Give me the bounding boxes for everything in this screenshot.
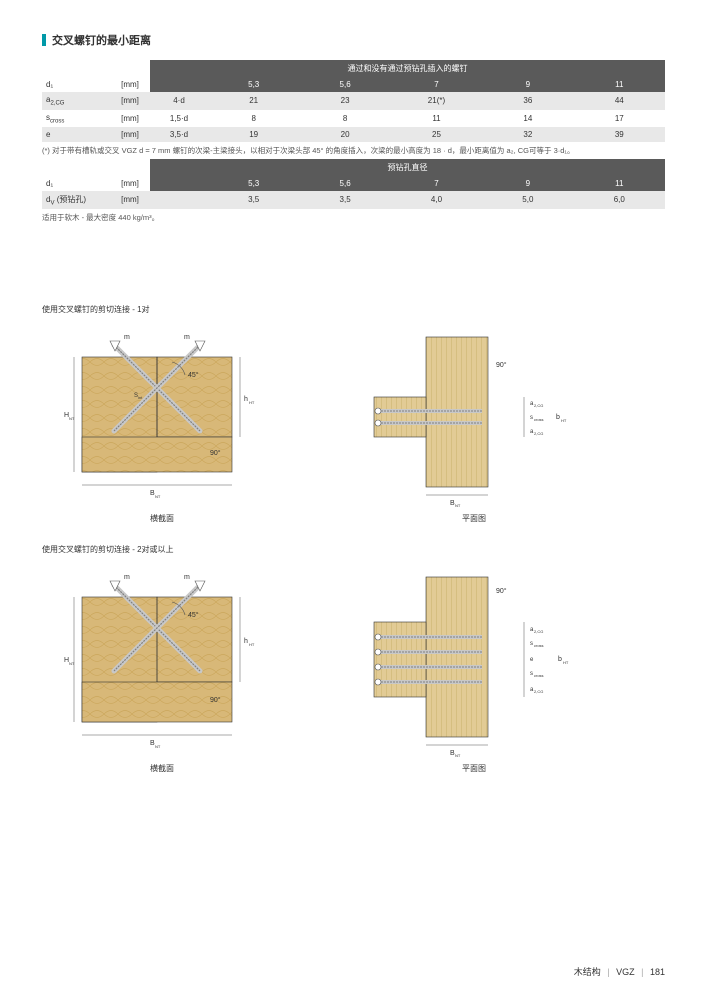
svg-text:2,CG: 2,CG — [534, 629, 543, 634]
svg-text:NT: NT — [69, 661, 75, 666]
svg-text:90°: 90° — [210, 449, 221, 457]
svg-text:45°: 45° — [188, 611, 199, 619]
svg-text:HT: HT — [561, 418, 567, 423]
table2-note: 适用于软木 - 最大密度 440 kg/m³。 — [42, 213, 665, 224]
svg-text:2,CG: 2,CG — [534, 431, 543, 436]
diagram-cross-1: 45° 90° Sint m m HNT hHT BNT 横截面 — [42, 327, 282, 524]
title-text: 交叉螺钉的最小距离 — [52, 32, 151, 48]
table-row: dV (预钻孔) [mm] 3,5 3,5 4,0 5,0 6,0 — [42, 191, 665, 210]
svg-text:2,CG: 2,CG — [534, 403, 543, 408]
svg-text:e: e — [530, 657, 534, 663]
diagram-plan-1: 90° a2,CG scross a2,CG bHT BNT 平面图 — [354, 327, 594, 524]
diagram-plan-2: 90° a2,CG scross e scross a2,CG bHT BNT … — [354, 567, 594, 774]
table-row: scross [mm] 1,5·d 8 8 11 14 17 — [42, 110, 665, 128]
svg-text:b: b — [556, 414, 560, 421]
diagram-title-1: 使用交叉螺钉的剪切连接 - 1对 — [42, 304, 665, 315]
svg-text:cross: cross — [534, 643, 544, 648]
svg-text:NT: NT — [455, 503, 461, 507]
diagram-row-1: 45° 90° Sint m m HNT hHT BNT 横截面 — [42, 327, 665, 524]
table1-note: (*) 对于带有槽轨或交叉 VGZ d = 7 mm 螺钉的次梁-主梁接头，以相… — [42, 146, 665, 157]
table2-header: 预钻孔直径 — [150, 159, 665, 176]
table-predrill-body: d₁ [mm] 5,3 5,6 7 9 11 dV (预钻孔) [mm] 3,5… — [42, 176, 665, 210]
svg-text:NT: NT — [155, 494, 161, 499]
svg-text:h: h — [244, 396, 248, 403]
svg-text:90°: 90° — [210, 696, 221, 704]
page-footer: 木结构 | VGZ | 181 — [574, 965, 665, 978]
svg-text:s: s — [530, 671, 533, 677]
svg-text:m: m — [124, 574, 130, 581]
svg-text:s: s — [530, 641, 533, 647]
svg-text:NT: NT — [69, 416, 75, 421]
svg-text:s: s — [530, 415, 533, 421]
table-min-distance: 通过和没有通过预钻孔插入的螺钉 d₁ [mm] 5,3 5,6 7 9 11 a… — [42, 60, 665, 142]
svg-text:b: b — [558, 656, 562, 663]
svg-text:h: h — [244, 638, 248, 645]
svg-text:HT: HT — [563, 660, 569, 665]
svg-text:45°: 45° — [188, 371, 199, 379]
diagram-row-2: 45° 90° m m HNT hHT BNT 横截面 — [42, 567, 665, 774]
svg-text:cross: cross — [534, 673, 544, 678]
svg-text:m: m — [184, 334, 190, 341]
page-title: 交叉螺钉的最小距离 — [42, 32, 665, 48]
svg-text:HT: HT — [249, 400, 255, 405]
svg-text:NT: NT — [155, 744, 161, 749]
svg-text:90°: 90° — [496, 361, 507, 369]
title-marker — [42, 34, 46, 46]
svg-text:HT: HT — [249, 642, 255, 647]
diagram-cross-2: 45° 90° m m HNT hHT BNT 横截面 — [42, 567, 282, 774]
svg-text:m: m — [184, 574, 190, 581]
svg-text:m: m — [124, 334, 130, 341]
svg-text:cross: cross — [534, 417, 544, 422]
table-row: e [mm] 3,5·d 19 20 25 32 39 — [42, 127, 665, 142]
table1-header: 通过和没有通过预钻孔插入的螺钉 — [150, 60, 665, 77]
svg-text:2,CG: 2,CG — [534, 689, 543, 694]
table-row: a2,CG [mm] 4·d 21 23 21(*) 36 44 — [42, 92, 665, 110]
svg-text:90°: 90° — [496, 587, 507, 595]
diagram-title-2: 使用交叉螺钉的剪切连接 - 2对或以上 — [42, 544, 665, 555]
svg-text:NT: NT — [455, 753, 461, 757]
